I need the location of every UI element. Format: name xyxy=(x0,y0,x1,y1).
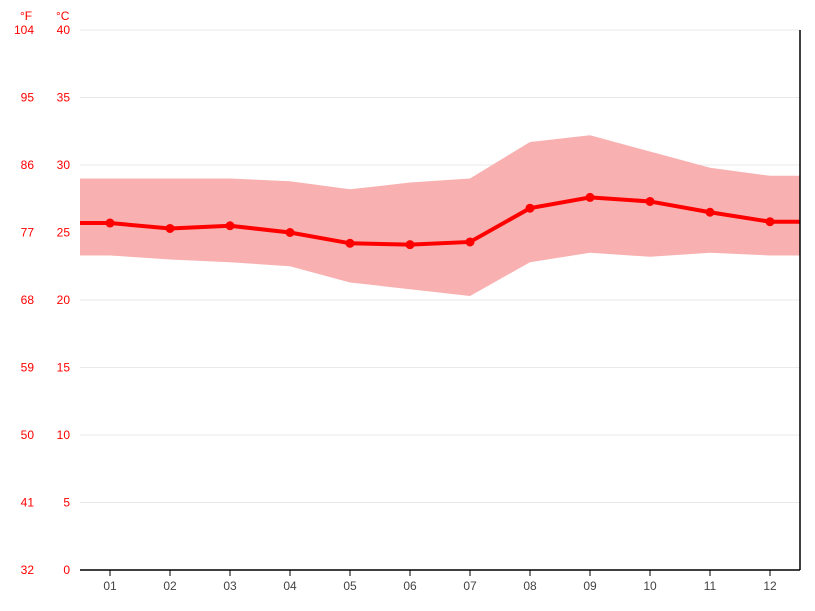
mean-marker xyxy=(166,224,174,232)
x-tick-label: 10 xyxy=(643,579,657,593)
x-tick-label: 08 xyxy=(523,579,537,593)
mean-marker xyxy=(346,239,354,247)
mean-marker xyxy=(646,197,654,205)
y-tick-fahrenheit: 77 xyxy=(21,226,35,240)
y-tick-celsius: 40 xyxy=(57,23,71,37)
y-tick-celsius: 5 xyxy=(63,496,70,510)
x-tick-label: 12 xyxy=(763,579,777,593)
y-tick-celsius: 0 xyxy=(63,563,70,577)
chart-svg: 0 32 5 41 10 50 15 59 20 68 25 77 30 86 35 95 40 104°F °C 0… xyxy=(0,0,815,611)
y-tick-fahrenheit: 50 xyxy=(21,428,35,442)
y-tick-celsius: 10 xyxy=(57,428,71,442)
y-tick-fahrenheit: 68 xyxy=(21,293,35,307)
mean-marker xyxy=(706,208,714,216)
x-tick-label: 04 xyxy=(283,579,297,593)
x-tick-label: 01 xyxy=(103,579,117,593)
chart-bg xyxy=(0,0,815,611)
mean-marker xyxy=(406,241,414,249)
mean-marker xyxy=(226,222,234,230)
mean-marker xyxy=(286,229,294,237)
mean-marker xyxy=(586,193,594,201)
y-tick-celsius: 20 xyxy=(57,293,71,307)
y-header-fahrenheit: °F xyxy=(20,9,32,23)
mean-marker xyxy=(106,219,114,227)
y-header-celsius: °C xyxy=(56,9,70,23)
x-tick-label: 09 xyxy=(583,579,597,593)
y-tick-fahrenheit: 59 xyxy=(21,361,35,375)
y-tick-fahrenheit: 95 xyxy=(21,91,35,105)
y-tick-celsius: 25 xyxy=(57,226,71,240)
y-tick-fahrenheit: 86 xyxy=(21,158,35,172)
y-tick-fahrenheit: 41 xyxy=(21,496,35,510)
x-tick-label: 06 xyxy=(403,579,417,593)
y-tick-celsius: 15 xyxy=(57,361,71,375)
x-tick-label: 07 xyxy=(463,579,477,593)
mean-marker xyxy=(526,204,534,212)
x-tick-label: 03 xyxy=(223,579,237,593)
x-tick-label: 05 xyxy=(343,579,357,593)
x-tick-label: 02 xyxy=(163,579,177,593)
temperature-chart: 0 32 5 41 10 50 15 59 20 68 25 77 30 86 35 95 40 104°F °C 0… xyxy=(0,0,815,611)
y-tick-fahrenheit: 32 xyxy=(21,563,35,577)
y-tick-fahrenheit: 104 xyxy=(14,23,34,37)
mean-marker xyxy=(766,218,774,226)
mean-marker xyxy=(466,238,474,246)
x-tick-label: 11 xyxy=(704,579,717,593)
y-tick-celsius: 30 xyxy=(57,158,71,172)
y-tick-celsius: 35 xyxy=(57,91,71,105)
